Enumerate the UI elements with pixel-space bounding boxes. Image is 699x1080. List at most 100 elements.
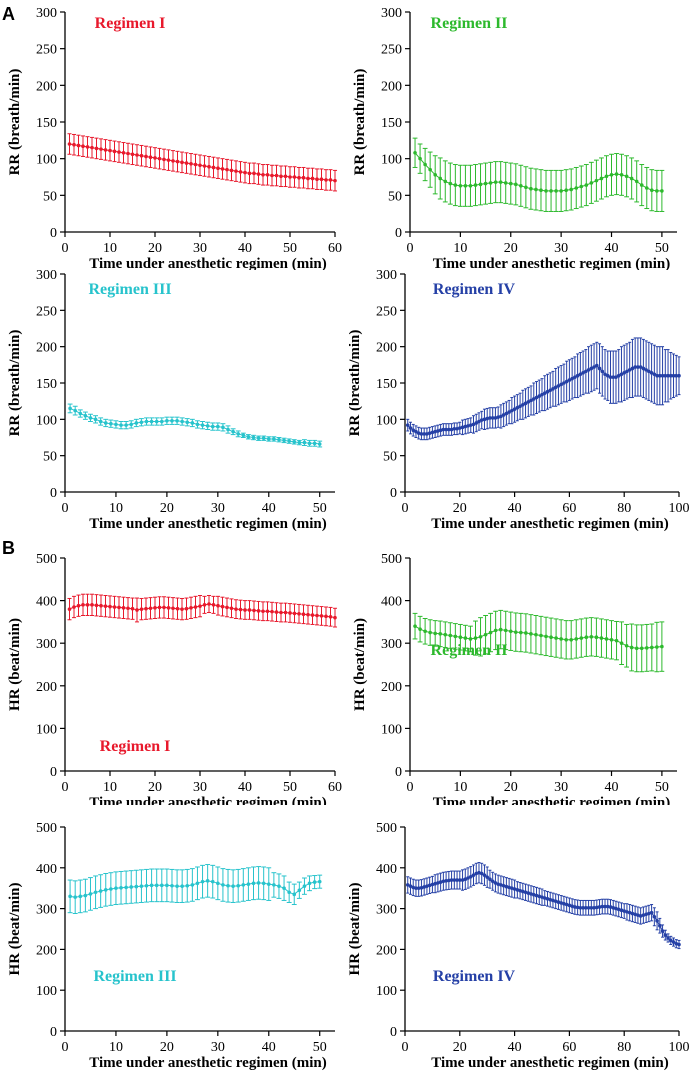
data-point xyxy=(575,373,580,378)
data-point xyxy=(455,426,459,431)
data-point xyxy=(139,420,144,425)
data-point xyxy=(448,633,453,638)
x-tick-label: 40 xyxy=(508,501,522,516)
data-point xyxy=(526,891,531,895)
data-point xyxy=(154,419,159,424)
data-point xyxy=(216,881,220,886)
data-point xyxy=(519,184,523,188)
data-point xyxy=(83,893,88,898)
data-point xyxy=(624,174,629,179)
data-point xyxy=(411,885,416,890)
data-point xyxy=(226,427,230,432)
data-point xyxy=(265,173,270,177)
data-point xyxy=(630,366,635,371)
data-point xyxy=(449,878,454,882)
data-point xyxy=(488,630,493,635)
data-point xyxy=(574,186,579,190)
data-point xyxy=(103,148,108,152)
data-point xyxy=(523,890,528,895)
data-point xyxy=(660,189,664,193)
x-tick-label: 60 xyxy=(328,241,342,256)
data-point xyxy=(639,646,644,651)
data-point xyxy=(189,162,193,166)
series-title: Regimen IV xyxy=(433,281,516,298)
data-point xyxy=(144,419,149,424)
x-tick-label: 60 xyxy=(328,780,342,795)
data-point xyxy=(460,425,465,430)
data-point xyxy=(488,416,492,420)
data-point xyxy=(515,405,520,410)
y-tick-label: 300 xyxy=(36,637,57,652)
data-point xyxy=(556,900,561,904)
data-point xyxy=(600,904,605,909)
data-point xyxy=(608,375,613,379)
x-tick-label: 0 xyxy=(407,241,414,256)
y-tick-label: 200 xyxy=(381,680,402,695)
x-tick-label: 10 xyxy=(109,501,123,516)
x-tick-label: 40 xyxy=(605,780,619,795)
data-point xyxy=(266,437,271,441)
data-point xyxy=(564,902,569,907)
data-point xyxy=(418,156,422,161)
data-point xyxy=(414,429,418,434)
data-point xyxy=(413,624,417,628)
data-point xyxy=(463,877,468,882)
data-point xyxy=(134,884,139,889)
data-point xyxy=(468,637,473,641)
data-point xyxy=(449,427,454,432)
data-point xyxy=(246,882,251,886)
data-point xyxy=(578,905,583,910)
data-point xyxy=(458,426,462,430)
series-title: Regimen III xyxy=(88,281,171,298)
data-point xyxy=(430,430,435,435)
series-line xyxy=(414,152,662,192)
data-point xyxy=(549,189,553,193)
data-point xyxy=(501,413,506,417)
data-point xyxy=(493,416,498,420)
data-point xyxy=(292,611,297,616)
data-point xyxy=(315,613,319,618)
data-point xyxy=(200,879,205,884)
data-point xyxy=(328,614,333,619)
data-point xyxy=(660,373,665,378)
data-point xyxy=(98,419,103,424)
data-point xyxy=(103,421,108,425)
series-title: Regimen II xyxy=(431,15,508,32)
x-tick-label: 40 xyxy=(238,241,252,256)
x-tick-label: 10 xyxy=(453,780,467,795)
data-point xyxy=(448,181,453,186)
data-point xyxy=(144,154,148,159)
y-tick-label: 250 xyxy=(36,304,57,319)
x-tick-label: 50 xyxy=(283,780,297,795)
data-point xyxy=(441,427,446,432)
data-point xyxy=(515,888,520,892)
y-tick-label: 50 xyxy=(383,450,397,465)
data-point xyxy=(649,371,654,375)
x-tick-label: 10 xyxy=(109,1040,123,1055)
data-point xyxy=(220,604,225,609)
data-point xyxy=(641,913,646,917)
data-point xyxy=(175,159,180,164)
x-axis-label: Time under anesthetic regimen (min) xyxy=(433,795,670,805)
data-point xyxy=(216,603,220,608)
data-point xyxy=(589,181,594,185)
data-point xyxy=(317,879,322,884)
x-tick-label: 50 xyxy=(655,241,669,256)
data-point xyxy=(570,376,574,381)
data-point xyxy=(507,885,511,890)
data-point xyxy=(405,423,410,427)
y-tick-label: 50 xyxy=(388,189,402,204)
data-point xyxy=(498,627,503,632)
data-point xyxy=(67,142,72,146)
data-point xyxy=(611,375,616,379)
data-point xyxy=(564,379,569,384)
data-point xyxy=(416,431,421,435)
data-point xyxy=(301,612,306,617)
data-point xyxy=(270,173,274,178)
data-point xyxy=(463,184,468,188)
data-point xyxy=(302,440,307,445)
data-point xyxy=(539,188,543,192)
y-tick-label: 100 xyxy=(36,413,57,428)
data-point xyxy=(413,151,417,155)
